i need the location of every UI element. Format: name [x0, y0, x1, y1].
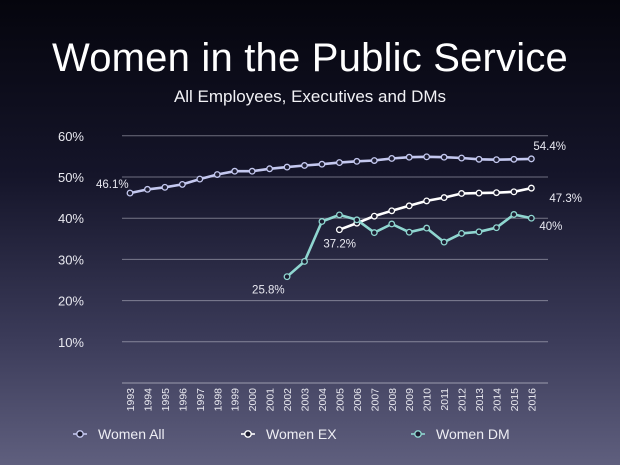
- data-point: [423, 197, 431, 205]
- data-point: [353, 157, 361, 165]
- x-tick-label: 2006: [352, 388, 364, 412]
- data-point: [475, 155, 483, 163]
- data-point: [335, 211, 343, 219]
- data-point: [405, 153, 413, 161]
- data-point: [527, 184, 535, 192]
- x-tick-label: 2008: [387, 388, 399, 412]
- data-label: 37.2%: [323, 239, 356, 251]
- data-point: [510, 155, 518, 163]
- x-tick-label: 1993: [125, 388, 137, 412]
- x-tick-label: 1999: [230, 388, 242, 412]
- legend-label: Women EX: [266, 426, 337, 442]
- x-tick-label: 2015: [509, 388, 521, 412]
- y-tick-label: 40%: [58, 211, 84, 226]
- x-tick-label: 2009: [404, 388, 416, 412]
- x-tick-label: 2000: [247, 388, 259, 412]
- data-point: [370, 229, 378, 237]
- data-point: [493, 189, 500, 197]
- data-point: [335, 226, 343, 234]
- legend-marker: [76, 430, 84, 438]
- data-label: 54.4%: [533, 141, 566, 153]
- y-tick-label: 20%: [58, 294, 84, 309]
- x-tick-label: 2003: [300, 388, 312, 412]
- data-point: [283, 163, 291, 171]
- x-tick-label: 1994: [142, 388, 154, 412]
- data-point: [370, 212, 378, 220]
- y-tick-label: 10%: [58, 335, 84, 350]
- data-point: [440, 153, 448, 161]
- data-label: 25.8%: [252, 285, 285, 297]
- data-point: [458, 190, 465, 197]
- data-point: [423, 153, 431, 161]
- data-point: [405, 228, 413, 236]
- x-tick-label: 2014: [491, 388, 503, 412]
- x-tick-label: 2016: [526, 388, 538, 412]
- x-tick-label: 1995: [160, 388, 172, 412]
- data-point: [266, 165, 274, 173]
- data-point: [475, 189, 483, 197]
- y-tick-label: 60%: [58, 129, 84, 144]
- data-point: [493, 156, 500, 164]
- x-tick-label: 2013: [474, 388, 486, 412]
- x-tick-label: 2004: [317, 388, 329, 412]
- data-point: [161, 183, 169, 191]
- series-line: [128, 155, 533, 195]
- x-tick-label: 2005: [334, 388, 346, 412]
- data-point: [196, 175, 204, 183]
- data-point: [388, 220, 396, 228]
- x-tick-label: 2001: [265, 388, 277, 412]
- data-point: [335, 159, 343, 167]
- x-tick-label: 1997: [195, 388, 207, 412]
- x-tick-label: 2002: [282, 388, 294, 412]
- legend-label: Women All: [98, 426, 165, 442]
- data-point: [388, 155, 396, 162]
- x-tick-label: 1996: [177, 388, 189, 412]
- data-point: [301, 162, 308, 169]
- data-point: [178, 180, 186, 188]
- data-point: [527, 155, 535, 163]
- data-point: [388, 207, 396, 215]
- data-point: [301, 258, 308, 265]
- data-point: [423, 224, 431, 232]
- data-point: [440, 194, 448, 202]
- data-point: [318, 218, 326, 225]
- data-label: 40%: [539, 221, 562, 233]
- data-point: [458, 154, 465, 162]
- data-point: [405, 202, 413, 210]
- legend-marker: [244, 430, 252, 438]
- chart-subtitle: All Employees, Executives and DMs: [173, 87, 447, 106]
- data-point: [475, 228, 483, 236]
- data-label: 46.1%: [96, 179, 129, 191]
- data-point: [213, 171, 221, 178]
- data-label: 47.3%: [549, 193, 582, 205]
- data-point: [527, 214, 535, 222]
- data-point: [510, 211, 518, 218]
- x-tick-label: 1998: [212, 388, 224, 412]
- data-point: [231, 167, 239, 175]
- data-point: [126, 189, 134, 197]
- data-point: [370, 157, 378, 164]
- y-tick-label: 30%: [58, 252, 84, 267]
- x-tick-label: 2011: [439, 388, 451, 411]
- data-point: [143, 185, 151, 193]
- x-tick-label: 2012: [457, 388, 469, 412]
- data-point: [440, 238, 448, 246]
- y-tick-label: 50%: [58, 170, 84, 185]
- legend-marker: [414, 430, 422, 438]
- data-point: [283, 273, 291, 281]
- data-point: [510, 188, 518, 196]
- data-point: [493, 224, 500, 232]
- chart-title: Women in the Public Service: [51, 36, 568, 80]
- data-point: [318, 160, 326, 168]
- x-tick-label: 2010: [422, 388, 434, 412]
- data-point: [248, 167, 256, 175]
- data-point: [353, 216, 361, 224]
- x-tick-label: 2007: [369, 388, 381, 412]
- data-point: [458, 229, 465, 237]
- legend-label: Women DM: [436, 426, 510, 442]
